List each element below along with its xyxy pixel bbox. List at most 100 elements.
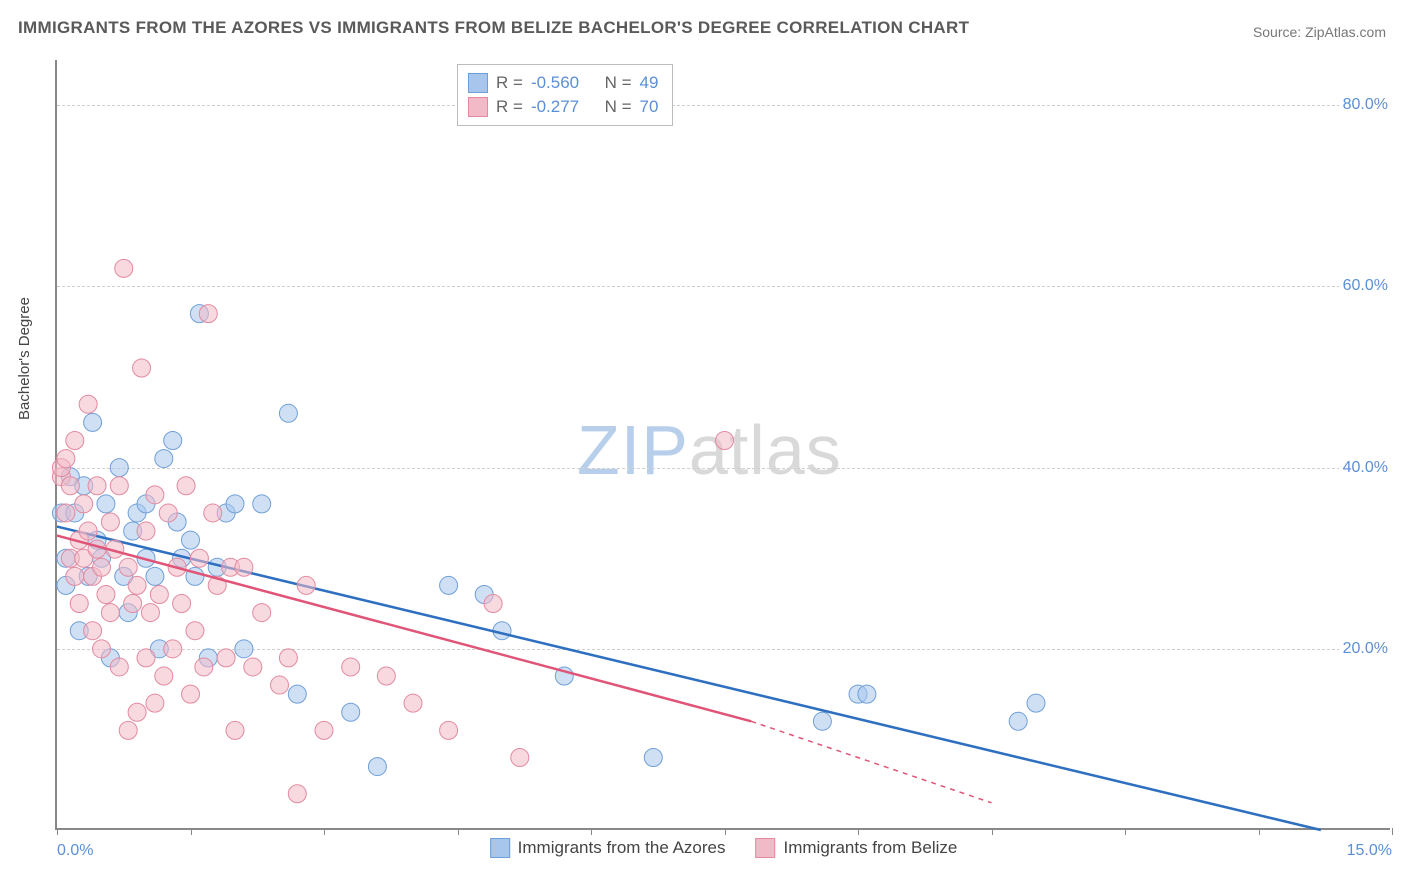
data-point: [813, 712, 831, 730]
data-point: [288, 685, 306, 703]
data-point: [173, 595, 191, 613]
data-point: [644, 749, 662, 767]
data-point: [177, 477, 195, 495]
legend-item-belize: Immigrants from Belize: [756, 838, 958, 858]
data-point: [164, 640, 182, 658]
source-attribution: Source: ZipAtlas.com: [1253, 24, 1386, 40]
data-point: [66, 567, 84, 585]
data-point: [57, 450, 75, 468]
data-point: [716, 431, 734, 449]
legend-label-azores: Immigrants from the Azores: [518, 838, 726, 858]
r-value-azores: -0.560: [531, 71, 579, 95]
data-point: [484, 595, 502, 613]
y-axis-title: Bachelor's Degree: [16, 297, 33, 420]
data-point: [511, 749, 529, 767]
data-point: [195, 658, 213, 676]
legend-row: R = -0.560 N = 49: [468, 71, 658, 95]
data-point: [141, 604, 159, 622]
data-point: [101, 604, 119, 622]
data-point: [858, 685, 876, 703]
plot-area: ZIPatlas 20.0%40.0%60.0%80.0% 0.0%15.0% …: [55, 60, 1390, 830]
data-point: [57, 504, 75, 522]
data-point: [115, 259, 133, 277]
data-point: [133, 359, 151, 377]
data-point: [244, 658, 262, 676]
data-point: [235, 558, 253, 576]
source-label: Source:: [1253, 24, 1301, 40]
x-tick-label: 15.0%: [1347, 842, 1392, 860]
scatter-chart: [57, 60, 1390, 828]
data-point: [1027, 694, 1045, 712]
r-value-belize: -0.277: [531, 95, 579, 119]
data-point: [66, 431, 84, 449]
data-point: [119, 558, 137, 576]
data-point: [199, 305, 217, 323]
data-point: [253, 495, 271, 513]
data-point: [93, 640, 111, 658]
trend-line-extrapolated: [751, 721, 991, 803]
data-point: [146, 567, 164, 585]
r-label: R =: [496, 71, 523, 95]
series-legend: Immigrants from the Azores Immigrants fr…: [490, 838, 958, 858]
data-point: [368, 758, 386, 776]
data-point: [164, 431, 182, 449]
data-point: [440, 576, 458, 594]
source-link[interactable]: ZipAtlas.com: [1305, 24, 1386, 40]
data-point: [70, 595, 88, 613]
data-point: [1009, 712, 1027, 730]
legend-label-belize: Immigrants from Belize: [784, 838, 958, 858]
data-point: [342, 658, 360, 676]
data-point: [128, 703, 146, 721]
data-point: [297, 576, 315, 594]
data-point: [235, 640, 253, 658]
data-point: [88, 477, 106, 495]
n-label: N =: [605, 95, 632, 119]
data-point: [137, 649, 155, 667]
data-point: [93, 558, 111, 576]
data-point: [159, 504, 177, 522]
data-point: [404, 694, 422, 712]
data-point: [155, 667, 173, 685]
data-point: [342, 703, 360, 721]
data-point: [110, 459, 128, 477]
correlation-legend: R = -0.560 N = 49 R = -0.277 N = 70: [457, 64, 673, 126]
data-point: [124, 595, 142, 613]
data-point: [226, 721, 244, 739]
data-point: [84, 622, 102, 640]
data-point: [271, 676, 289, 694]
legend-swatch-azores: [490, 838, 510, 858]
data-point: [75, 495, 93, 513]
data-point: [146, 694, 164, 712]
data-point: [84, 413, 102, 431]
data-point: [279, 649, 297, 667]
data-point: [253, 604, 271, 622]
data-point: [146, 486, 164, 504]
x-tick-label: 0.0%: [57, 842, 93, 860]
data-point: [97, 585, 115, 603]
data-point: [101, 513, 119, 531]
data-point: [440, 721, 458, 739]
data-point: [155, 450, 173, 468]
legend-item-azores: Immigrants from the Azores: [490, 838, 726, 858]
chart-title: IMMIGRANTS FROM THE AZORES VS IMMIGRANTS…: [18, 18, 969, 38]
data-point: [128, 576, 146, 594]
n-value-azores: 49: [640, 71, 659, 95]
data-point: [119, 721, 137, 739]
r-label: R =: [496, 95, 523, 119]
data-point: [182, 531, 200, 549]
data-point: [190, 549, 208, 567]
data-point: [186, 622, 204, 640]
data-point: [97, 495, 115, 513]
data-point: [137, 522, 155, 540]
data-point: [315, 721, 333, 739]
data-point: [79, 395, 97, 413]
data-point: [150, 585, 168, 603]
data-point: [288, 785, 306, 803]
legend-swatch-belize: [468, 97, 488, 117]
data-point: [61, 477, 79, 495]
legend-swatch-belize: [756, 838, 776, 858]
data-point: [182, 685, 200, 703]
data-point: [79, 522, 97, 540]
data-point: [204, 504, 222, 522]
data-point: [110, 477, 128, 495]
